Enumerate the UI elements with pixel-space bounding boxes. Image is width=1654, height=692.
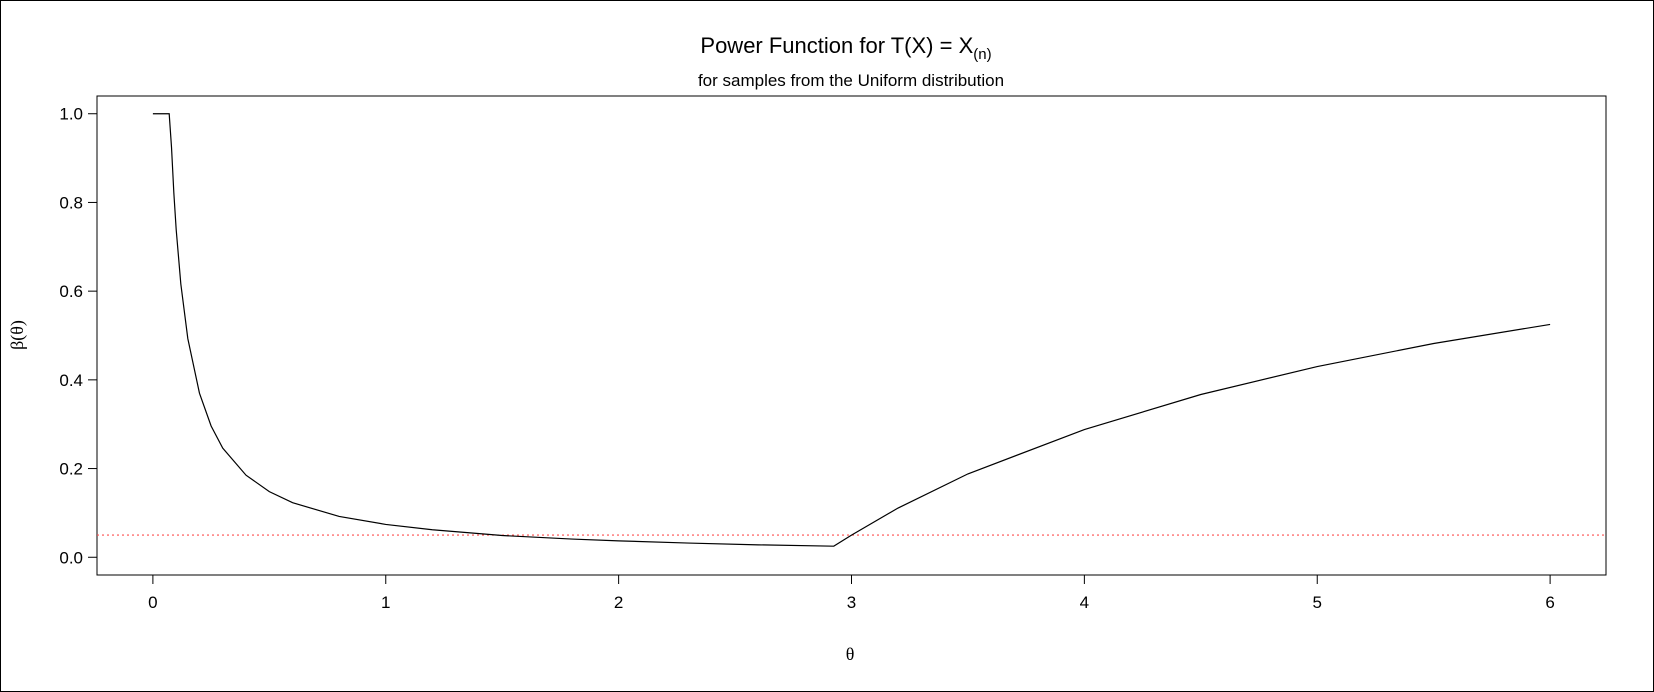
plot-box <box>96 95 1607 576</box>
chart-title-subscript: (n) <box>973 46 991 63</box>
y-tick-label: 1.0 <box>59 105 83 124</box>
y-tick-label: 0.4 <box>59 371 83 390</box>
x-tick-label: 4 <box>1080 593 1089 612</box>
series-line <box>152 113 1551 547</box>
y-tick-label: 0.2 <box>59 460 83 479</box>
chart-title-main: Power Function for T(X) = X <box>700 33 973 58</box>
x-axis: 0 1 2 3 4 5 6 <box>148 575 1555 612</box>
x-tick-label: 3 <box>847 593 856 612</box>
y-axis: 0.0 0.2 0.4 0.6 0.8 1.0 <box>59 105 97 567</box>
x-tick-label: 6 <box>1545 593 1554 612</box>
y-tick-label: 0.0 <box>59 548 83 567</box>
x-tick-label: 2 <box>614 593 623 612</box>
y-tick-label: 0.8 <box>59 193 83 212</box>
x-tick-label: 1 <box>381 593 390 612</box>
chart-title: Power Function for T(X) = X(n) <box>700 33 991 63</box>
x-axis-label: θ <box>846 644 855 664</box>
x-tick-label: 5 <box>1313 593 1322 612</box>
y-tick-label: 0.6 <box>59 282 83 301</box>
x-tick-label: 0 <box>148 593 157 612</box>
chart-subtitle: for samples from the Uniform distributio… <box>698 71 1004 90</box>
y-axis-label: β(θ) <box>7 320 28 350</box>
